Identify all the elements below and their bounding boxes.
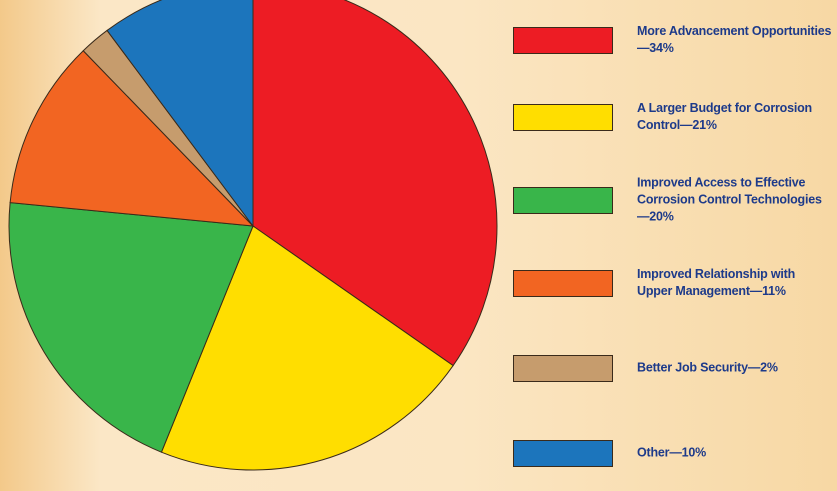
- legend-label: Improved Access to Effective Corrosion C…: [637, 175, 822, 224]
- legend-swatch: [513, 27, 613, 54]
- pie-slice: [252, 0, 498, 367]
- pie-slice: [106, 0, 254, 228]
- legend-swatch: [513, 270, 613, 297]
- legend-label: Other—10%: [637, 445, 707, 460]
- pie-slice: [160, 225, 454, 471]
- pie-slice: [8, 202, 254, 453]
- legend-label: Improved Relationship with Upper Managem…: [637, 267, 796, 298]
- legend-label: More Advancement Opportunities—34%: [637, 24, 832, 55]
- legend-swatch: [513, 355, 613, 382]
- legend-swatch: [513, 440, 613, 467]
- legend-label: A Larger Budget for Corrosion Control—21…: [637, 101, 812, 132]
- legend-swatch: [513, 187, 613, 214]
- pie-slice: [9, 50, 255, 227]
- legend-label: Better Job Security—2%: [637, 360, 778, 375]
- legend-swatch: [513, 104, 613, 131]
